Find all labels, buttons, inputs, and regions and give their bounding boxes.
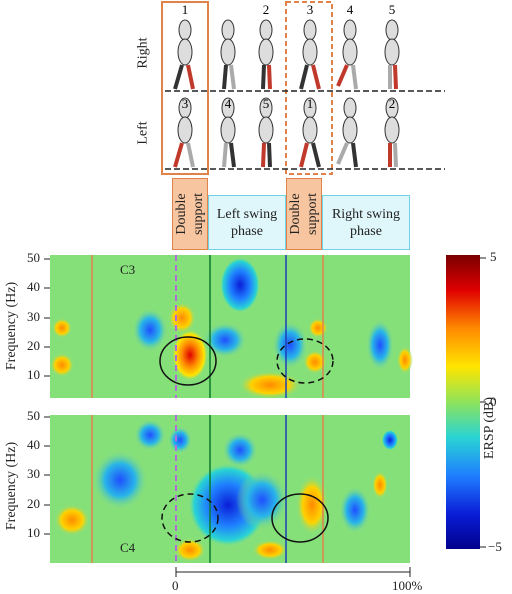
y-tick-c3-10: 10 [27,367,40,382]
figure-right-4 [299,19,321,90]
figure-right-2 [220,19,236,90]
ersp-heatmaps [44,255,486,577]
step-number-right-5: 5 [389,2,396,17]
phase-1-line1: Double [174,193,189,235]
step-number-left-3: 5 [263,96,270,111]
step-number-right-2: 2 [263,2,270,17]
figure-right-5 [336,19,358,90]
y-tick-c4-40: 40 [27,437,40,452]
figure-right-6 [384,19,400,90]
y-tick-c4-10: 10 [27,525,40,540]
step-number-left-2: 4 [225,96,232,111]
colorbar-title: ERSP (dB) [482,396,497,460]
step-number-right-1: 1 [182,2,189,17]
y-tick-c4-50: 50 [27,408,40,423]
phase-3-line1: Double [288,193,303,235]
figure-left-1 [173,97,195,168]
phase-4-line2: phase [350,223,382,239]
y-tick-c3-20: 20 [27,338,40,353]
phase-right-swing: Right swing phase [322,195,410,250]
phase-2-line2: phase [231,223,263,239]
figure-left-3 [258,97,274,168]
x-tick-end: 100% [392,578,423,593]
step-number-left-5: 2 [389,96,396,111]
step-number-right-3: 3 [307,2,314,17]
highlight-box-solid [161,1,209,175]
y-ticks-c3 [44,258,50,377]
figure-right-1 [173,19,195,90]
phase-2-line1: Left swing [216,206,278,222]
y-ticks-c4 [44,416,50,535]
figure-left-4 [299,97,321,168]
gait-figures: 1 2 3 4 5 3 4 5 1 2 [161,1,445,175]
phase-1-line2: support [191,193,206,235]
colorbar-min: −5 [488,539,502,554]
step-number-left-1: 3 [182,96,189,111]
x-tick-start: 0 [172,578,179,593]
y-axis-title-c3: Frequency (Hz) [4,281,19,371]
y-tick-c3-30: 30 [27,309,40,324]
phase-double-support-1: Double support [172,178,208,250]
step-number-right-4: 4 [347,2,354,17]
panel-c4 [50,415,410,563]
phase-double-support-2: Double support [286,178,322,250]
colorbar-mid: 0 [490,394,497,409]
y-tick-c4-30: 30 [27,466,40,481]
phase-left-swing: Left swing phase [208,195,286,250]
y-tick-c3-50: 50 [27,250,40,265]
y-tick-c4-20: 20 [27,496,40,511]
colorbar-max: 5 [490,249,497,264]
phase-3-line2: support [305,193,320,235]
phase-4-line1: Right swing [331,206,401,222]
step-number-left-4: 1 [307,96,314,111]
panel-c3 [50,255,413,399]
highlight-box-dashed [285,1,333,175]
y-tick-c3-40: 40 [27,279,40,294]
panel-label-c4: C4 [120,540,136,555]
colorbar [446,255,480,549]
y-axis-title-c4: Frequency (Hz) [4,441,19,531]
figure-left-2 [220,97,236,168]
panel-label-c3: C3 [120,262,136,277]
figure-left-5 [336,97,358,168]
figure-left-6 [384,97,400,168]
figure-right-3 [258,19,274,90]
